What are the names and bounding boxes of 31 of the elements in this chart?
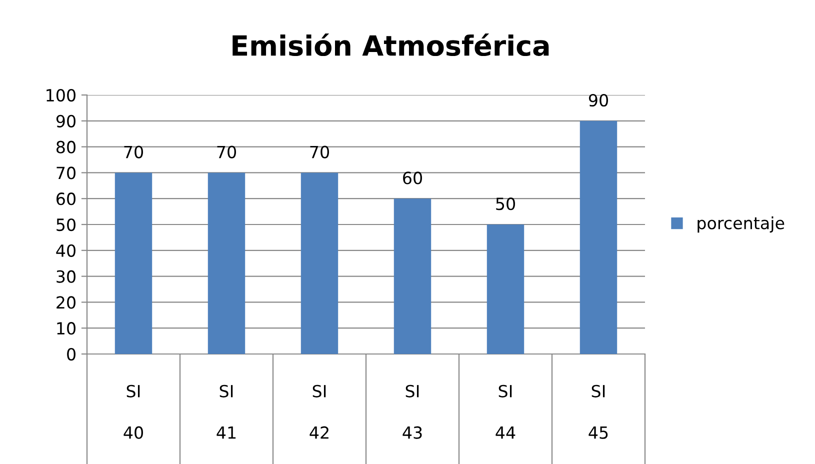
y-tick-label: 30: [56, 270, 76, 283]
chart-title: Emisión Atmosférica: [232, 33, 549, 56]
bar: [394, 198, 432, 354]
data-label: 50: [496, 198, 515, 210]
bar: [300, 172, 338, 354]
category-label: SI 45: [588, 384, 608, 439]
category-label: SI 40: [124, 384, 143, 439]
y-tick-label: 0: [67, 348, 76, 361]
y-tick-label: 50: [56, 218, 76, 232]
data-label: 70: [310, 146, 329, 158]
category-label: SI 43: [402, 384, 422, 439]
y-tick-label: 100: [46, 88, 76, 102]
y-tick-label: 90: [56, 114, 76, 128]
y-tick-label: 80: [56, 140, 76, 154]
y-tick-label: 60: [56, 192, 76, 206]
y-tick-label: 20: [56, 296, 76, 309]
data-label: 70: [124, 146, 143, 158]
y-tick-label: 40: [56, 244, 76, 257]
category-label: SI 41: [216, 384, 236, 439]
legend-label: porcentaje: [698, 216, 784, 233]
bar: [114, 172, 152, 354]
data-label: 70: [217, 146, 236, 158]
y-tick-label: 10: [57, 322, 76, 335]
data-label: 60: [403, 172, 422, 184]
data-label: 90: [588, 94, 608, 107]
category-label: SI 42: [310, 384, 328, 439]
category-label: SI 44: [496, 384, 516, 439]
bar: [208, 172, 246, 354]
bar: [580, 120, 618, 354]
y-tick-label: 70: [56, 166, 76, 180]
bar: [486, 224, 524, 354]
